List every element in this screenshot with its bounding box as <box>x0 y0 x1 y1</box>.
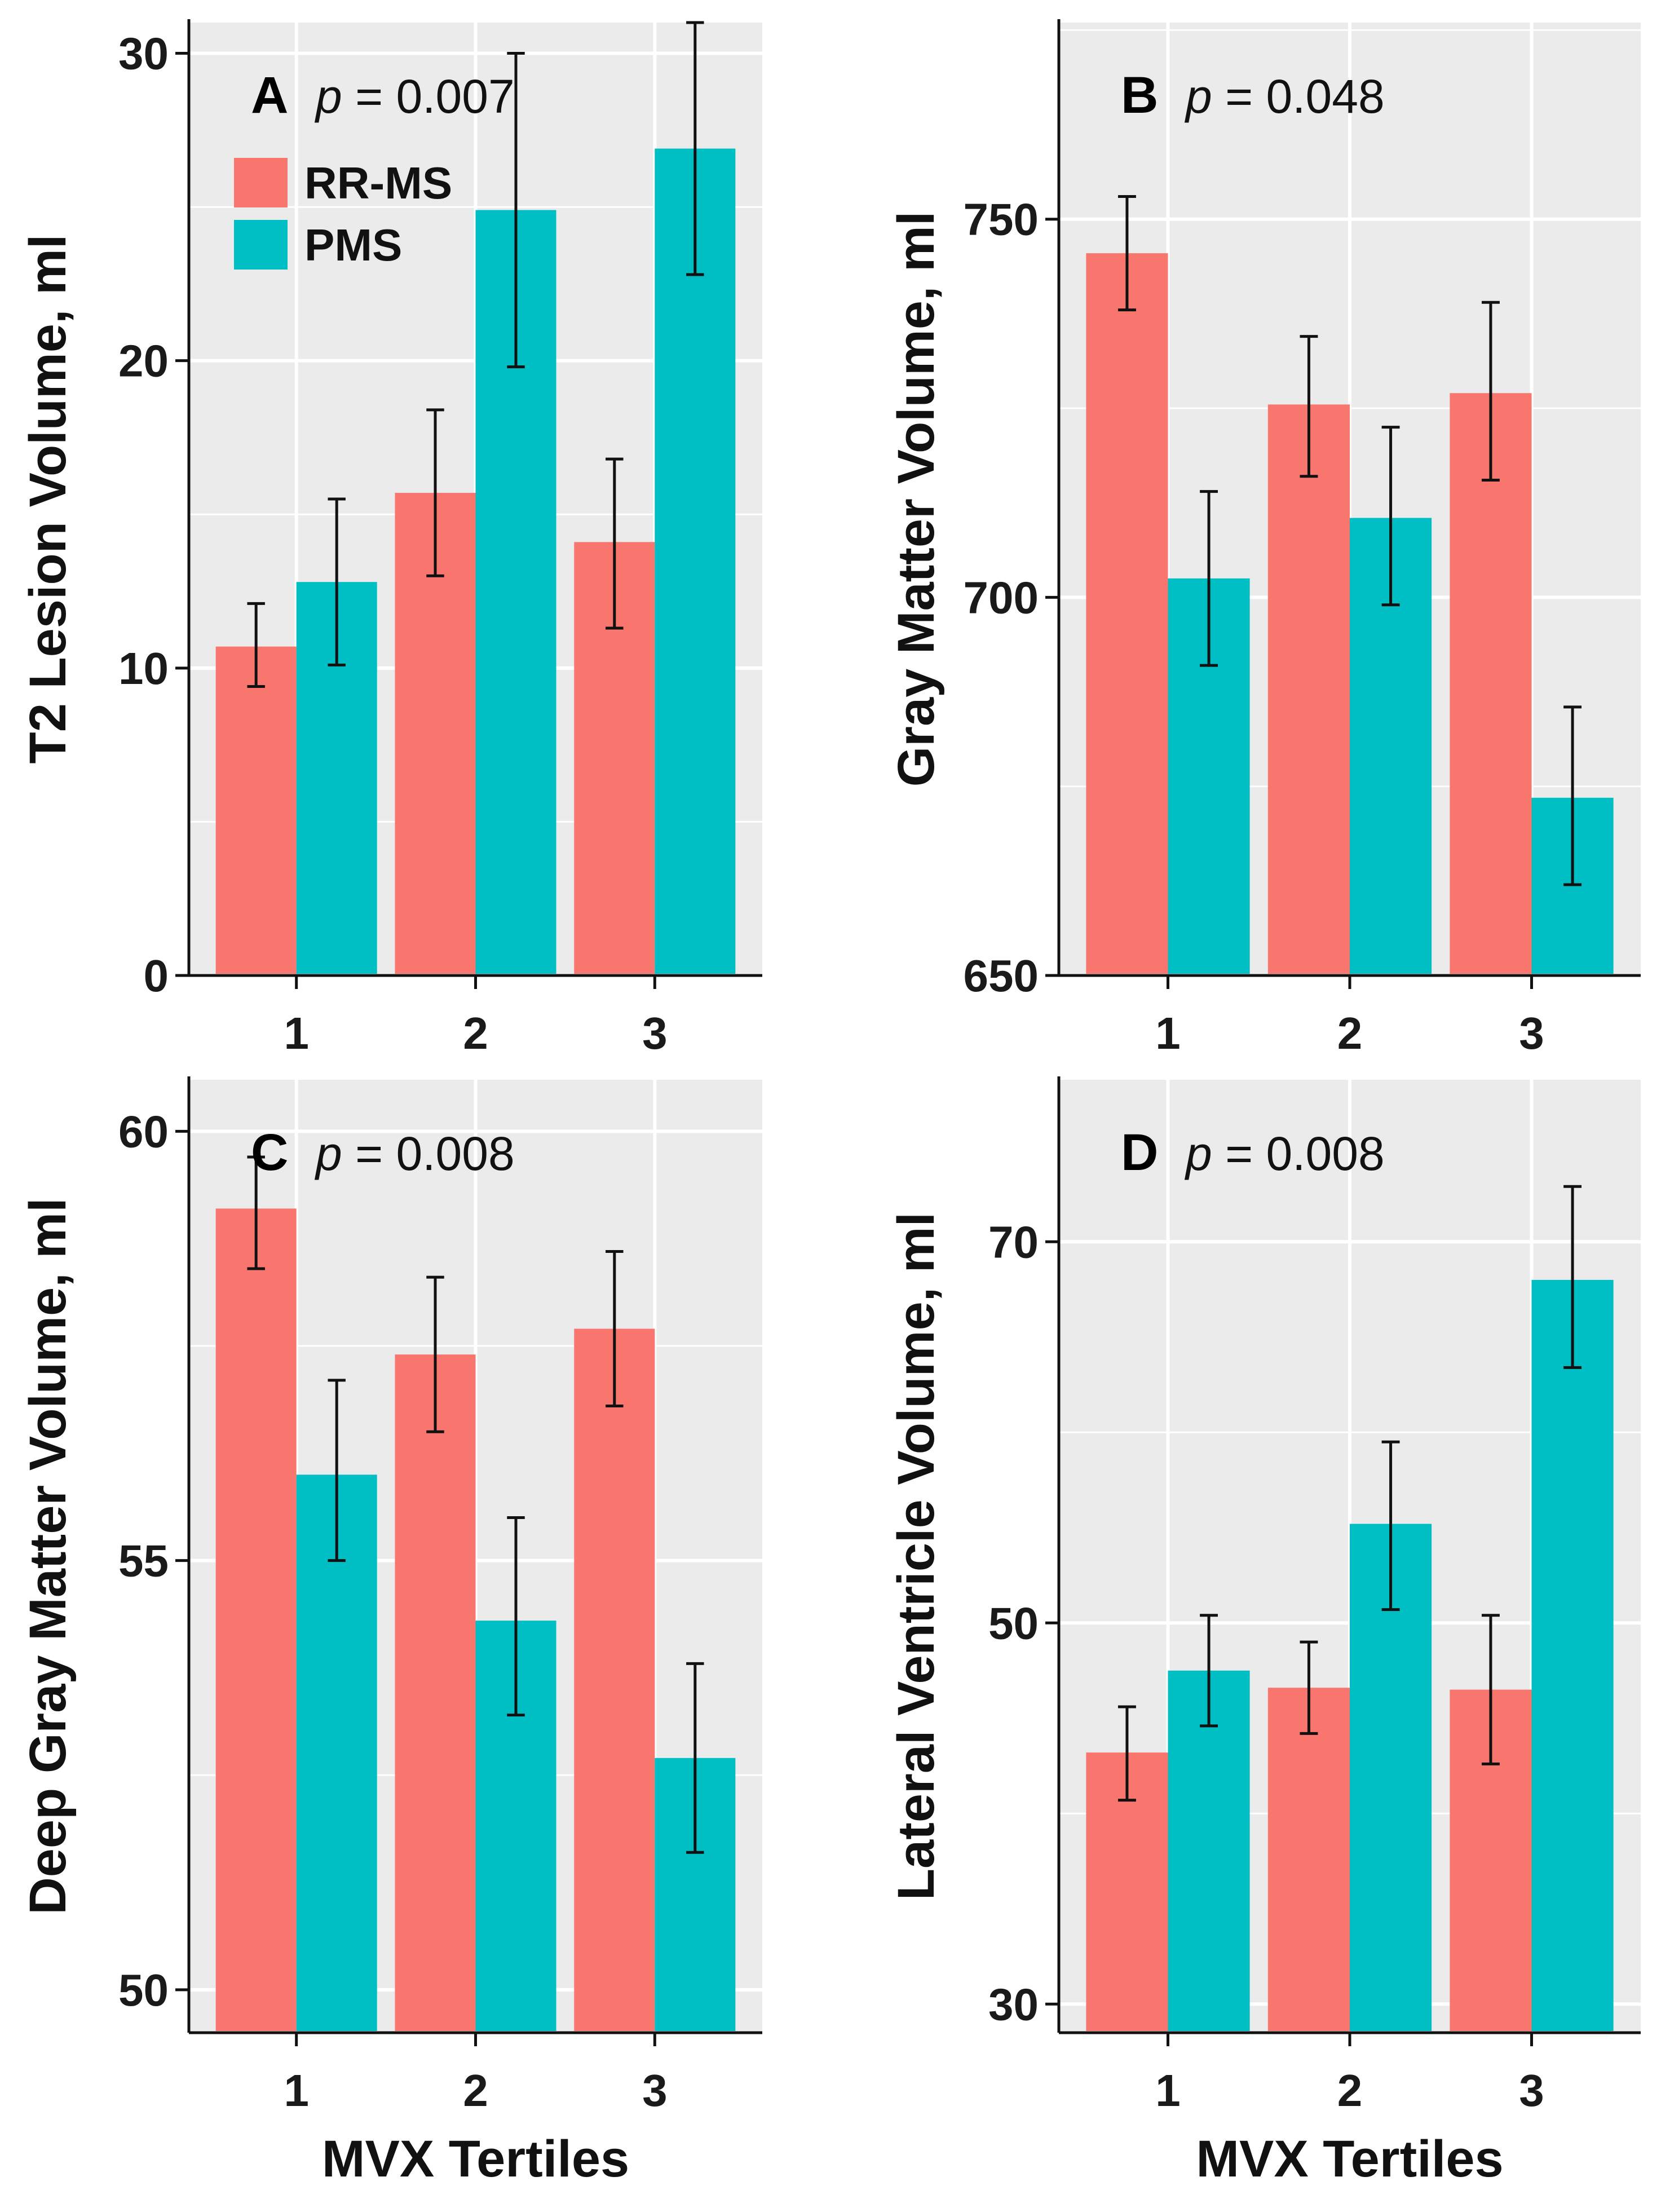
bar-pms-tertile-3 <box>1531 1279 1614 2031</box>
y-tick-label: 20 <box>118 336 169 386</box>
y-axis-label: Lateral Ventricle Volume, ml <box>887 1212 945 1900</box>
y-axis-label: Deep Gray Matter Volume, ml <box>19 1198 77 1914</box>
x-tick-label: 3 <box>642 1008 668 1058</box>
y-tick-label: 50 <box>988 1598 1039 1648</box>
error-bar <box>426 408 444 577</box>
p-symbol: p <box>1184 70 1225 123</box>
y-tick-label: 650 <box>964 951 1039 1001</box>
y-tick-label: 750 <box>964 195 1039 245</box>
p-value: p = 0.008 <box>1184 1127 1385 1180</box>
p-value: p = 0.008 <box>314 1127 515 1180</box>
bar-rr-ms-tertile-2 <box>1267 1688 1350 2031</box>
error-bar <box>426 1275 444 1433</box>
p-value: p = 0.048 <box>1184 70 1385 123</box>
y-tick-label: 10 <box>118 643 169 694</box>
p-symbol: p <box>314 70 355 123</box>
y-tick-label: 60 <box>118 1106 169 1156</box>
bar-rr-ms-tertile-1 <box>1086 253 1168 974</box>
error-bar <box>1381 426 1400 607</box>
p-number: = 0.007 <box>355 70 515 123</box>
bar-rr-ms-tertile-2 <box>395 1354 476 2031</box>
p-symbol: p <box>1184 1127 1225 1180</box>
legend-label-pms: PMS <box>304 220 402 270</box>
p-number: = 0.048 <box>1225 70 1385 123</box>
error-bar <box>507 52 525 369</box>
x-tick-label: 2 <box>463 1008 488 1058</box>
error-bar <box>1117 1705 1136 1802</box>
panel-C: 50 55 60 1 2 3 Deep Gray Matter Volume, ml MVX … <box>19 1076 762 2188</box>
error-bar <box>686 21 704 276</box>
error-bar <box>606 1250 624 1408</box>
error-bar <box>328 1379 346 1562</box>
bar-rr-ms-tertile-3 <box>574 1328 655 2031</box>
x-tick-label: 2 <box>1337 2065 1363 2116</box>
x-tick-label: 1 <box>284 2065 309 2116</box>
error-bar <box>1117 195 1136 312</box>
x-axis-label: MVX Tertiles <box>1196 2130 1503 2188</box>
p-number: = 0.008 <box>355 1127 515 1180</box>
y-tick-label: 70 <box>988 1217 1039 1267</box>
error-bar <box>686 1662 704 1854</box>
legend-swatch-pms <box>234 220 288 270</box>
bar-rr-ms-tertile-1 <box>215 646 297 974</box>
x-tick-label: 1 <box>1155 2065 1181 2116</box>
panel-A: 0 10 20 30 1 2 3 T2 Lesion Volume, ml A p = 0.007… <box>19 19 762 1058</box>
y-tick-label: 55 <box>118 1536 169 1586</box>
panel-letter: B <box>1121 67 1158 124</box>
p-value: p = 0.007 <box>314 70 515 123</box>
error-bar <box>606 457 624 630</box>
p-symbol: p <box>314 1127 355 1180</box>
bar-pms-tertile-1 <box>1168 1670 1250 2031</box>
bar-rr-ms-tertile-3 <box>1450 393 1532 974</box>
error-bar <box>1300 1640 1318 1735</box>
error-bar <box>247 602 265 688</box>
y-axis-label: Gray Matter Volume, ml <box>887 211 945 787</box>
y-tick-label: 50 <box>118 1965 169 2015</box>
legend-swatch-rr-ms <box>234 158 288 207</box>
error-bar <box>1381 1440 1400 1611</box>
x-tick-label: 3 <box>642 2065 668 2116</box>
y-tick-label: 0 <box>144 951 169 1001</box>
panel-letter: C <box>251 1124 288 1181</box>
error-bar <box>1300 335 1318 478</box>
y-axis-label: T2 Lesion Volume, ml <box>19 235 77 764</box>
bar-pms-tertile-1 <box>296 1474 377 2031</box>
error-bar <box>1200 490 1218 667</box>
error-bar <box>1481 301 1500 482</box>
panel-B: 650 700 750 1 2 3 Gray Matter Volume, ml B p = 0… <box>887 19 1641 1058</box>
error-bar <box>1481 1614 1500 1765</box>
panel-letter: A <box>251 67 288 124</box>
error-bar <box>328 497 346 666</box>
error-bar <box>1200 1614 1218 1728</box>
x-tick-label: 1 <box>284 1008 309 1058</box>
panel-D: 30 50 70 1 2 3 Lateral Ventricle Volume, ml MVX… <box>887 1076 1641 2188</box>
x-tick-label: 3 <box>1519 2065 1544 2116</box>
error-bar <box>247 1155 265 1270</box>
x-tick-label: 2 <box>1337 1008 1363 1058</box>
error-bar <box>1563 1185 1582 1369</box>
error-bar <box>507 1516 525 1717</box>
x-tick-label: 1 <box>1155 1008 1181 1058</box>
y-tick-label: 30 <box>988 1979 1039 2029</box>
x-axis-label: MVX Tertiles <box>322 2130 629 2188</box>
p-number: = 0.008 <box>1225 1127 1385 1180</box>
panel-letter: D <box>1121 1124 1158 1181</box>
error-bar <box>1563 705 1582 886</box>
bar-rr-ms-tertile-2 <box>1267 404 1350 974</box>
x-tick-label: 3 <box>1519 1008 1544 1058</box>
legend: RR-MS PMS <box>234 158 452 270</box>
x-tick-label: 2 <box>463 2065 488 2116</box>
y-tick-label: 700 <box>964 572 1039 622</box>
y-tick-label: 30 <box>118 29 169 79</box>
legend-label-rr-ms: RR-MS <box>304 158 452 208</box>
bar-rr-ms-tertile-1 <box>215 1208 297 2031</box>
bar-pms-tertile-3 <box>655 148 736 974</box>
